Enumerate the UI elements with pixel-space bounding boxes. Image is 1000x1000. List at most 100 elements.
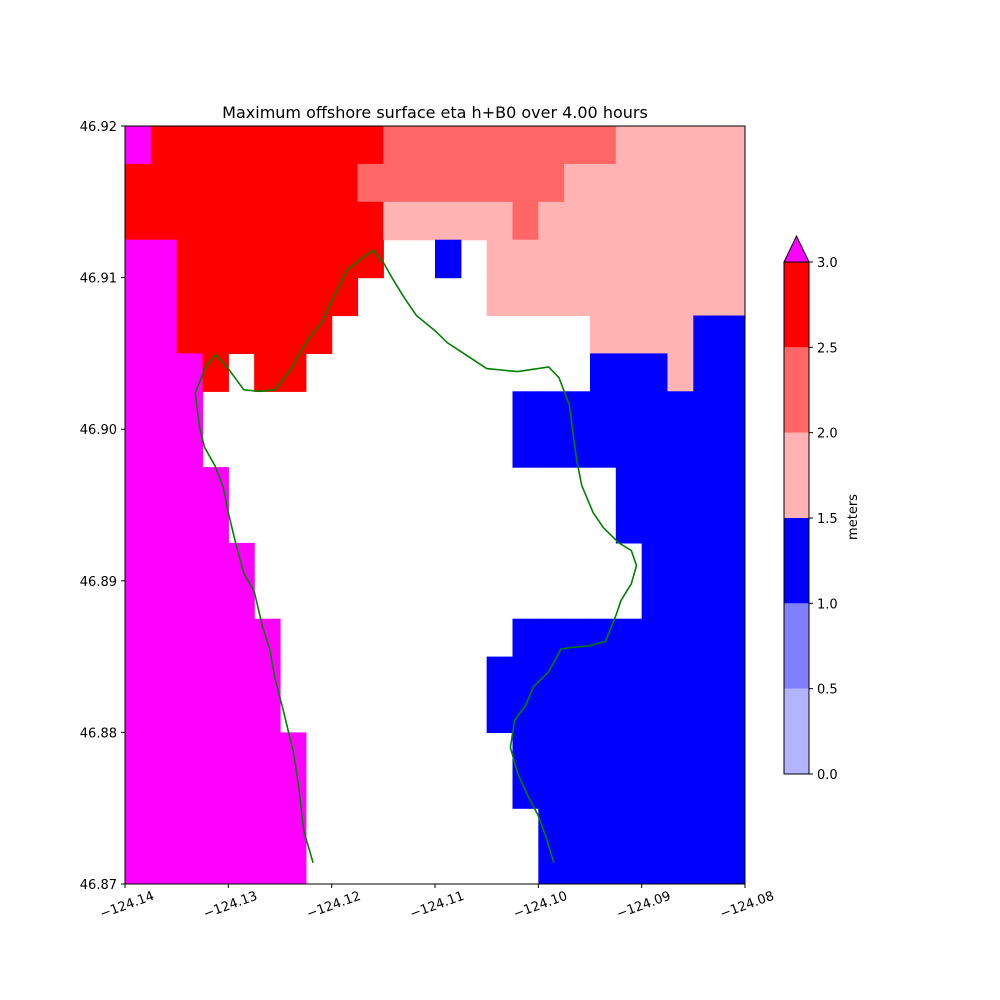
heatmap-cell	[176, 315, 204, 354]
heatmap-cell	[331, 277, 359, 317]
heatmap-cell	[150, 239, 178, 279]
heatmap-cell	[641, 770, 669, 809]
heatmap-cell	[538, 429, 565, 468]
heatmap-cell	[693, 353, 720, 392]
y-tick-label: 46.88	[80, 726, 117, 741]
heatmap-cell	[564, 846, 591, 884]
heatmap-cell	[486, 656, 514, 696]
heatmap-cell	[435, 239, 462, 279]
heatmap-cell	[280, 277, 307, 317]
heatmap-cell	[228, 163, 255, 203]
heatmap-cell	[590, 239, 617, 279]
heatmap-cell	[615, 353, 643, 392]
heatmap-cell	[409, 126, 436, 165]
heatmap-cell	[125, 126, 152, 165]
heatmap-cell	[228, 277, 255, 317]
heatmap-cell	[125, 770, 152, 809]
heatmap-cell	[254, 201, 281, 241]
heatmap-cell	[357, 201, 384, 241]
heatmap-cell	[512, 163, 539, 203]
heatmap-cell	[435, 201, 462, 241]
heatmap-cell	[564, 277, 591, 317]
heatmap-cell	[254, 315, 281, 354]
heatmap-cell	[538, 391, 565, 430]
heatmap-cell	[254, 618, 281, 658]
heatmap-cell	[254, 846, 281, 884]
heatmap-cell	[667, 618, 694, 658]
heatmap-cell	[176, 770, 204, 809]
heatmap-cell	[150, 429, 178, 468]
heatmap-cells	[125, 126, 745, 884]
colorbar-tick-label: 0.5	[817, 683, 838, 698]
heatmap-cell	[512, 201, 539, 241]
heatmap-cell	[693, 656, 720, 696]
heatmap-cell	[615, 201, 643, 241]
heatmap-cell	[667, 429, 694, 468]
heatmap-cell	[254, 770, 281, 809]
heatmap-cell	[590, 656, 617, 696]
heatmap-cell	[150, 391, 178, 430]
heatmap-cell	[693, 391, 720, 430]
heatmap-cell	[719, 618, 745, 658]
heatmap-cell	[719, 429, 745, 468]
heatmap-cell	[615, 618, 643, 658]
heatmap-cell	[590, 163, 617, 203]
heatmap-cell	[125, 542, 152, 582]
heatmap-cell	[590, 770, 617, 809]
heatmap-cell	[693, 315, 720, 354]
x-tick-label: −124.11	[408, 889, 466, 922]
heatmap-cell	[667, 505, 694, 544]
heatmap-cell	[641, 277, 669, 317]
colorbar-segment	[784, 688, 809, 774]
heatmap-cell	[150, 126, 178, 165]
heatmap-cell	[719, 239, 745, 279]
colorbar-segment	[784, 603, 809, 689]
heatmap-cell	[202, 163, 229, 203]
heatmap-cell	[125, 239, 152, 279]
heatmap-cell	[641, 580, 669, 620]
heatmap-cell	[228, 618, 255, 658]
heatmap-cell	[254, 694, 281, 733]
heatmap-cell	[512, 694, 539, 733]
heatmap-cell	[228, 732, 255, 771]
heatmap-cell	[125, 163, 152, 203]
heatmap-cell	[564, 239, 591, 279]
heatmap-cell	[667, 846, 694, 884]
heatmap-cell	[460, 163, 488, 203]
heatmap-cell	[228, 315, 255, 354]
heatmap-cell	[150, 580, 178, 620]
heatmap-cell	[202, 694, 229, 733]
heatmap-cell	[254, 126, 281, 165]
heatmap-cell	[512, 239, 539, 279]
heatmap-cell	[331, 201, 359, 241]
heatmap-cell	[641, 163, 669, 203]
heatmap-cell	[280, 126, 307, 165]
heatmap-cell	[125, 808, 152, 847]
heatmap-cell	[538, 277, 565, 317]
heatmap-cell	[202, 315, 229, 354]
heatmap-cell	[719, 467, 745, 506]
heatmap-cell	[460, 201, 488, 241]
heatmap-cell	[176, 505, 204, 544]
heatmap-cell	[125, 732, 152, 771]
heatmap-cell	[280, 846, 307, 884]
heatmap-cell	[667, 542, 694, 582]
heatmap-cell	[667, 315, 694, 354]
heatmap-cell	[435, 126, 462, 165]
heatmap-cell	[125, 580, 152, 620]
heatmap-cell	[150, 846, 178, 884]
heatmap-cell	[460, 126, 488, 165]
heatmap-cell	[719, 694, 745, 733]
heatmap-cell	[280, 163, 307, 203]
heatmap-cell	[150, 542, 178, 582]
heatmap-cell	[228, 656, 255, 696]
heatmap-cell	[641, 315, 669, 354]
heatmap-cell	[305, 239, 333, 279]
heatmap-cell	[719, 163, 745, 203]
heatmap-cell	[667, 732, 694, 771]
heatmap-cell	[719, 353, 745, 392]
heatmap-cell	[667, 391, 694, 430]
heatmap-cell	[615, 656, 643, 696]
heatmap-cell	[538, 126, 565, 165]
